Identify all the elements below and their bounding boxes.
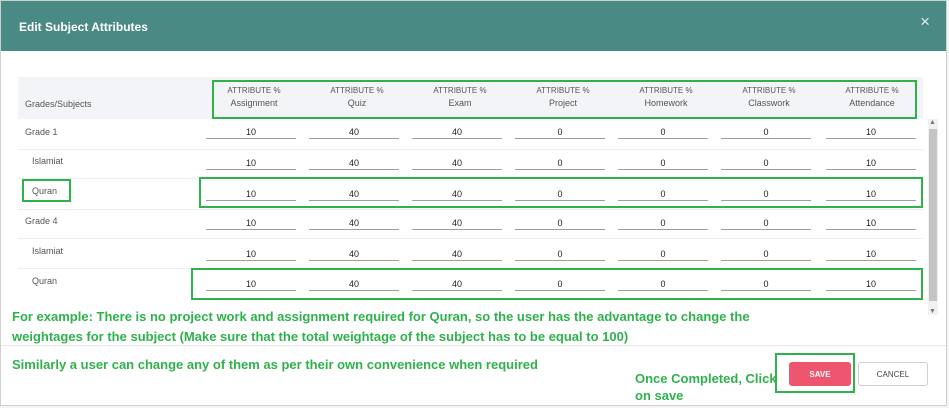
grade-4-quiz-input[interactable] <box>309 216 399 230</box>
row-divider <box>18 178 923 179</box>
example-note-line: For example: There is no project work an… <box>12 309 750 324</box>
column-header-name: Classwork <box>748 98 790 108</box>
column-header-classwork: ATTRIBUTE % Classwork <box>719 85 819 109</box>
scroll-thumb[interactable] <box>929 129 937 301</box>
scroll-up-icon[interactable]: ▲ <box>929 119 936 126</box>
column-header-assignment: ATTRIBUTE % Assignment <box>204 85 304 109</box>
column-header-name: Exam <box>448 98 472 108</box>
dialog-title: Edit Subject Attributes <box>19 20 148 34</box>
islamiat-exam-input[interactable] <box>412 247 502 261</box>
islamiat-homework-input[interactable] <box>618 156 708 170</box>
grade-1-assignment-input[interactable] <box>206 125 296 139</box>
quran-attendance-input[interactable] <box>826 187 916 201</box>
grade-4-assignment-input[interactable] <box>206 216 296 230</box>
once-completed-line: on save <box>635 388 684 403</box>
column-header-name: Homework <box>644 98 688 108</box>
example-note: For example: There is no project work an… <box>12 307 750 347</box>
quran-exam-input[interactable] <box>412 187 502 201</box>
grade-4-homework-input[interactable] <box>618 216 708 230</box>
table-header: Grades/Subjects ATTRIBUTE % Assignment A… <box>18 77 923 119</box>
footer-divider <box>1 345 946 346</box>
scroll-down-icon[interactable]: ▼ <box>929 308 936 315</box>
grade-1-project-input[interactable] <box>515 125 605 139</box>
islamiat-attendance-input[interactable] <box>826 247 916 261</box>
close-icon[interactable]: × <box>920 12 930 31</box>
grade-4-attendance-input[interactable] <box>826 216 916 230</box>
column-header-name: Attendance <box>849 98 895 108</box>
column-header-prefix: ATTRIBUTE % <box>536 86 590 95</box>
islamiat-assignment-input[interactable] <box>206 247 296 261</box>
column-header-prefix: ATTRIBUTE % <box>742 86 796 95</box>
grade-4-project-input[interactable] <box>515 216 605 230</box>
dialog-header: Edit Subject Attributes × <box>1 1 946 51</box>
row-divider <box>18 268 923 269</box>
cancel-button[interactable]: CANCEL <box>858 362 928 386</box>
islamiat-attendance-input[interactable] <box>826 156 916 170</box>
save-button[interactable]: SAVE <box>789 362 851 386</box>
quran-homework-input[interactable] <box>618 277 708 291</box>
grade-1-attendance-input[interactable] <box>826 125 916 139</box>
row-divider <box>18 238 923 239</box>
row-label-grade-4: Grade 4 <box>25 216 58 226</box>
grade-1-quiz-input[interactable] <box>309 125 399 139</box>
column-header-attendance: ATTRIBUTE % Attendance <box>822 85 922 109</box>
row-label-quran: Quran <box>32 186 58 196</box>
column-header-project: ATTRIBUTE % Project <box>513 85 613 109</box>
grade-4-classwork-input[interactable] <box>721 216 811 230</box>
column-header-name: Quiz <box>347 98 367 108</box>
column-header-prefix: ATTRIBUTE % <box>433 86 487 95</box>
row-header-label: Grades/Subjects <box>25 99 92 109</box>
column-header-prefix: ATTRIBUTE % <box>330 86 384 95</box>
row-label-islamiat: Islamiat <box>32 156 64 166</box>
column-header-name: Assignment <box>230 98 278 108</box>
once-completed-line: Once Completed, Click <box>635 371 777 386</box>
quran-quiz-input[interactable] <box>309 187 399 201</box>
grade-4-exam-input[interactable] <box>412 216 502 230</box>
similarly-note: Similarly a user can change any of them … <box>12 357 538 372</box>
islamiat-classwork-input[interactable] <box>721 247 811 261</box>
islamiat-quiz-input[interactable] <box>309 156 399 170</box>
row-divider <box>18 149 923 150</box>
quran-exam-input[interactable] <box>412 277 502 291</box>
quran-classwork-input[interactable] <box>721 187 811 201</box>
islamiat-classwork-input[interactable] <box>721 156 811 170</box>
grade-1-classwork-input[interactable] <box>721 125 811 139</box>
quran-project-input[interactable] <box>515 187 605 201</box>
column-header-exam: ATTRIBUTE % Exam <box>410 85 510 109</box>
islamiat-project-input[interactable] <box>515 156 605 170</box>
row-label-islamiat: Islamiat <box>32 246 64 256</box>
quran-assignment-input[interactable] <box>206 187 296 201</box>
column-header-homework: ATTRIBUTE % Homework <box>616 85 716 109</box>
row-label-quran: Quran <box>32 276 58 286</box>
quran-assignment-input[interactable] <box>206 277 296 291</box>
column-header-prefix: ATTRIBUTE % <box>639 86 693 95</box>
once-completed-note: Once Completed, Click on save <box>635 370 777 404</box>
quran-quiz-input[interactable] <box>309 277 399 291</box>
quran-homework-input[interactable] <box>618 187 708 201</box>
quran-attendance-input[interactable] <box>826 277 916 291</box>
islamiat-project-input[interactable] <box>515 247 605 261</box>
islamiat-assignment-input[interactable] <box>206 156 296 170</box>
column-header-quiz: ATTRIBUTE % Quiz <box>307 85 407 109</box>
quran-classwork-input[interactable] <box>721 277 811 291</box>
islamiat-exam-input[interactable] <box>412 156 502 170</box>
quran-project-input[interactable] <box>515 277 605 291</box>
column-header-prefix: ATTRIBUTE % <box>227 86 281 95</box>
grade-1-exam-input[interactable] <box>412 125 502 139</box>
column-header-prefix: ATTRIBUTE % <box>845 86 899 95</box>
islamiat-homework-input[interactable] <box>618 247 708 261</box>
example-note-line: weightages for the subject (Make sure th… <box>12 329 629 344</box>
column-header-name: Project <box>548 98 577 108</box>
grade-1-homework-input[interactable] <box>618 125 708 139</box>
row-label-grade-1: Grade 1 <box>25 127 58 137</box>
table-scrollbar[interactable]: ▲ ▼ <box>928 119 938 315</box>
islamiat-quiz-input[interactable] <box>309 247 399 261</box>
row-divider <box>18 209 923 210</box>
